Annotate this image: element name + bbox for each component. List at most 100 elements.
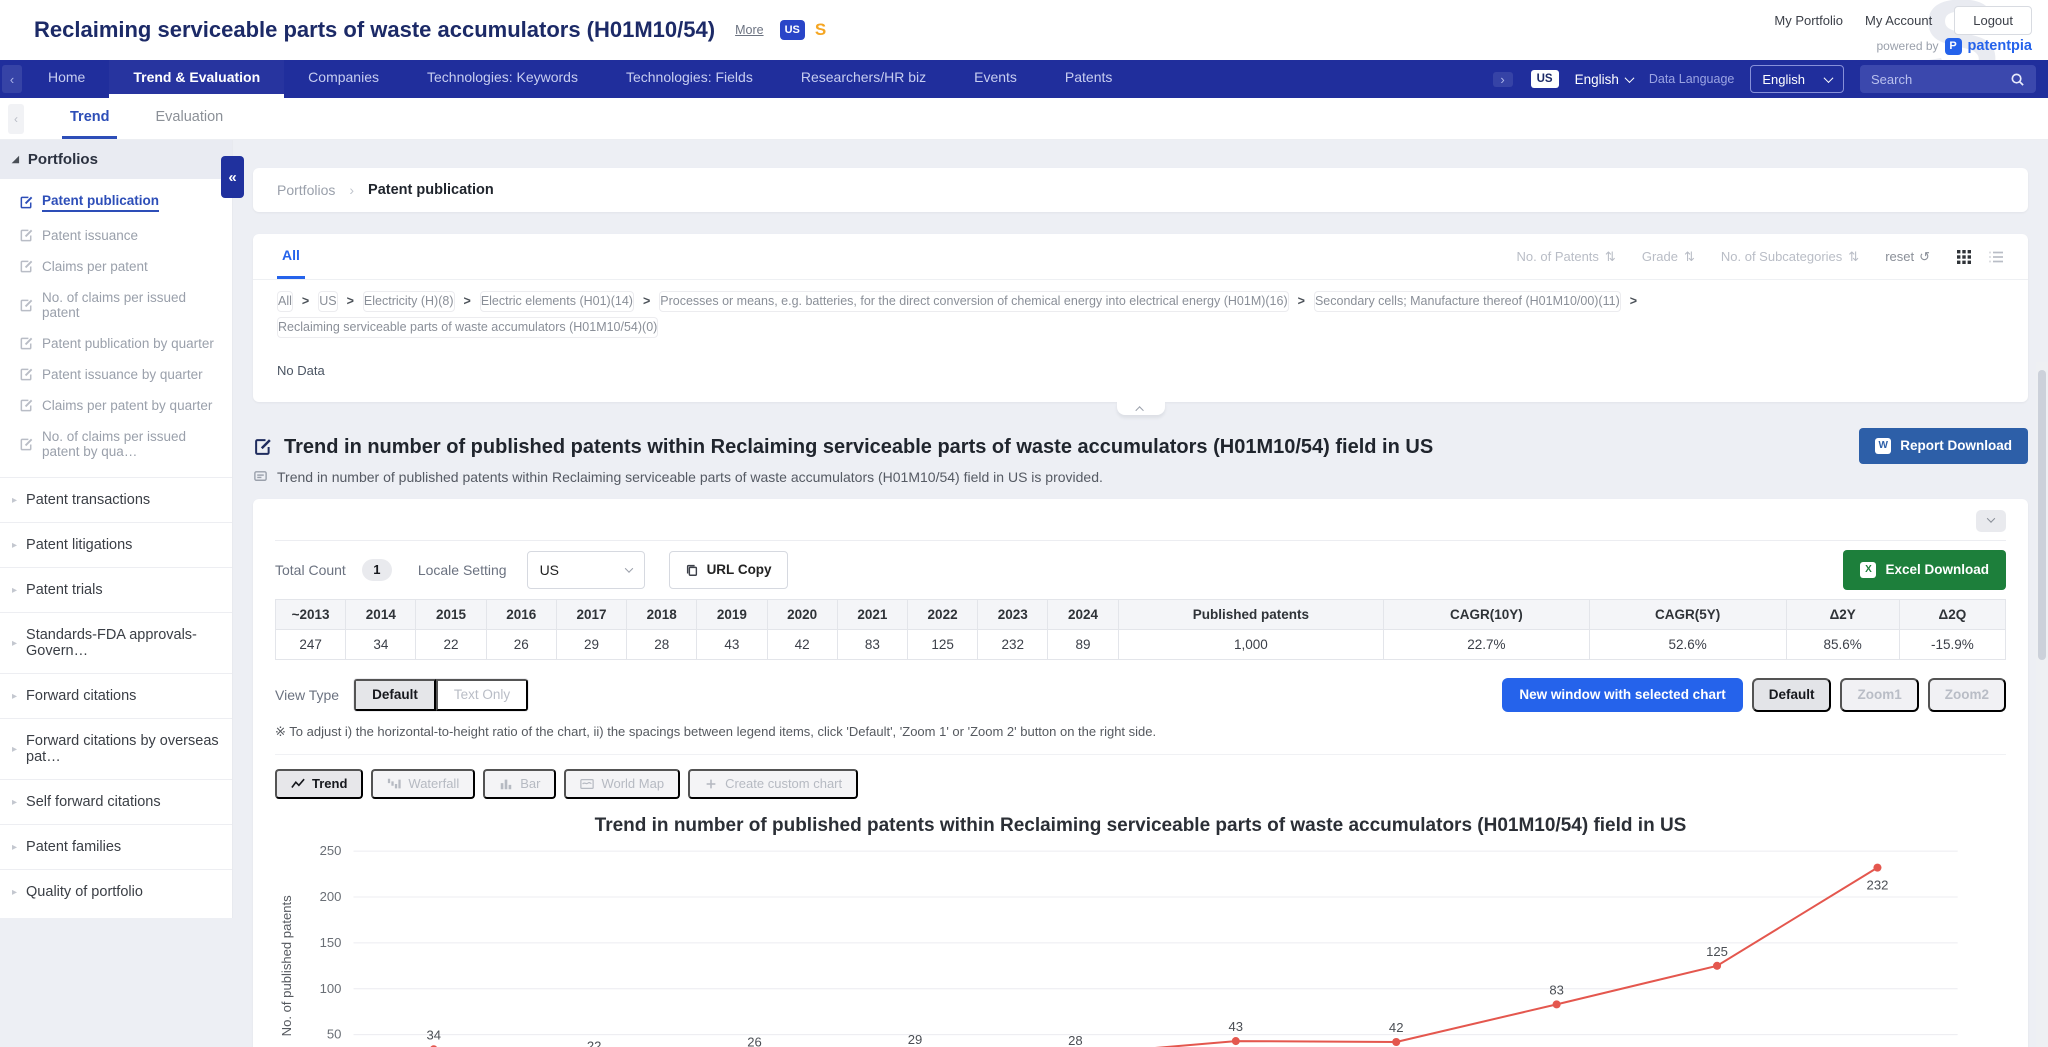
sort-no-of-patents[interactable]: No. of Patents ⇅ [1517,249,1616,265]
view-type-text-only[interactable]: Text Only [435,678,529,711]
path-segment[interactable]: All [277,291,293,312]
tab-evaluation[interactable]: Evaluation [155,109,224,125]
path-separator-icon: > [1629,294,1638,308]
nav-item-patents[interactable]: Patents [1064,69,1113,85]
sidebar-item-claims-per-patent-by-quarter[interactable]: Claims per patent by quarter [0,390,232,421]
path-segment[interactable]: Processes or means, e.g. batteries, for … [659,291,1289,312]
nav-item-companies[interactable]: Companies [308,69,379,85]
nav-item-technologies-fields[interactable]: Technologies: Fields [625,69,753,85]
col-header-published-patents: Published patents [1117,598,1385,630]
sidebar-section-patent-trials[interactable]: ▸ Patent trials [0,567,232,612]
sidebar-section-patent-transactions[interactable]: ▸ Patent transactions [0,477,232,522]
path-segment[interactable]: Electricity (H)(8) [362,291,455,312]
section-subtitle: Trend in number of published patents wit… [277,468,1103,485]
excel-download-button[interactable]: X Excel Download [1843,549,2006,590]
search-icon[interactable] [2010,72,2025,87]
sidebar-item-patent-publication[interactable]: Patent publication [0,185,232,220]
sidebar-section-quality-of-portfolio[interactable]: ▸ Quality of portfolio [0,869,232,914]
data-label: 43 [1229,1019,1244,1034]
chart-tab-world-map[interactable]: World Map [564,768,681,799]
data-point[interactable] [430,1044,438,1047]
url-copy-button[interactable]: URL Copy [668,550,788,589]
category-filter-card: All No. of Patents ⇅ Grade ⇅ No. of Subcateg… [253,234,2028,415]
header-link-my-portfolio[interactable]: My Portfolio [1774,12,1844,28]
sidebar-item-patent-publication-by-quarter[interactable]: Patent publication by quarter [0,328,232,359]
sidebar-section-label: Forward citations [26,688,137,704]
sidebar-collapse-button[interactable]: « [221,156,244,198]
data-point[interactable] [1392,1037,1401,1046]
data-point[interactable] [1873,863,1882,872]
sidebar-item-no-of-claims-per-issued-patent[interactable]: No. of claims per issued patent [0,282,232,328]
sidebar-section-forward-citations-by-overseas-pat[interactable]: ▸ Forward citations by overseas pat… [0,718,232,779]
ui-language-dropdown[interactable]: English [1575,72,1635,87]
sidebar-section-label: Standards-FDA approvals-Govern… [26,627,197,659]
nav-item-technologies-keywords[interactable]: Technologies: Keywords [427,69,578,85]
chart-tab-create-custom-chart[interactable]: Create custom chart [688,768,859,799]
col-header-2022: 2022 [906,598,979,630]
col-header-2y: Δ2Y [1785,598,1900,630]
path-segment[interactable]: Reclaiming serviceable parts of waste ac… [277,316,659,338]
sort-label: No. of Patents [1516,249,1599,264]
sidebar-item-label: Patent publication by quarter [42,336,214,351]
section-subtitle-row: Trend in number of published patents wit… [253,469,2028,485]
nav-item-researchers-hr-biz[interactable]: Researchers/HR biz [800,69,927,85]
view-type-default[interactable]: Default [354,678,436,711]
more-link[interactable]: More [735,23,764,37]
logout-button[interactable]: Logout [1954,5,2032,35]
reset-sort-button[interactable]: reset ↺ [1885,248,1930,265]
sidebar-item-patent-issuance[interactable]: Patent issuance [0,220,232,251]
list-view-icon[interactable] [1988,249,2004,265]
cell-value: 28 [626,628,698,660]
nav-item-home[interactable]: Home [48,69,86,85]
data-language-select[interactable]: English [1750,65,1844,93]
nav-us-pill[interactable]: US [1530,70,1559,88]
size-zoom2[interactable]: Zoom2 [1927,677,2006,712]
path-segment[interactable]: Electric elements (H01)(14) [479,291,634,312]
nav-item-events[interactable]: Events [974,69,1017,85]
page-title: Reclaiming serviceable parts of waste ac… [34,17,716,42]
tab-all[interactable]: All [277,234,305,279]
chart-tab-trend[interactable]: Trend [275,768,364,799]
tab-trend[interactable]: Trend [62,98,118,139]
header-link-my-account[interactable]: My Account [1865,12,1933,28]
data-point[interactable] [1231,1036,1240,1045]
chart-tab-waterfall[interactable]: Waterfall [371,768,476,799]
sidebar-section-patent-litigations[interactable]: ▸ Patent litigations [0,522,232,567]
chart-tab-bar[interactable]: Bar [483,768,557,799]
breadcrumb-current: Patent publication [368,182,494,198]
page-scrollbar[interactable] [2036,362,2048,1047]
size-zoom1[interactable]: Zoom1 [1840,677,1919,712]
sidebar-section-standards-fda-approvals-govern[interactable]: ▸ Standards-FDA approvals-Govern… [0,612,232,673]
path-segment[interactable]: Secondary cells; Manufacture thereof (H0… [1313,291,1621,312]
subtab-scroll-left[interactable]: ‹ [8,103,24,134]
grid-view-icon[interactable] [1956,249,1972,265]
size-default[interactable]: Default [1751,677,1832,712]
portfolio-items: Patent publication Patent issuance Claims … [0,179,232,477]
nav-item-trend-evaluation[interactable]: Trend & Evaluation [109,60,285,98]
breadcrumb-root[interactable]: Portfolios [277,182,336,198]
nav-scroll-right[interactable]: › [1492,71,1513,87]
data-point[interactable] [1552,999,1561,1008]
sidebar-section-portfolios[interactable]: ◢ Portfolios [0,140,232,179]
locale-select[interactable]: US [526,550,645,589]
sidebar-section-forward-citations[interactable]: ▸ Forward citations [0,673,232,718]
cell-value: 52.6% [1588,628,1787,660]
sort-grade[interactable]: Grade ⇅ [1642,249,1695,265]
path-segment[interactable]: US [318,291,338,312]
sidebar-section-patent-families[interactable]: ▸ Patent families [0,824,232,869]
panel-collapse-button[interactable] [1976,509,2006,532]
data-point[interactable] [1713,961,1722,970]
powered-by: powered by P patentpia [1877,37,2032,55]
collapse-card-button[interactable] [1116,400,1165,415]
report-download-button[interactable]: W Report Download [1859,427,2028,464]
nav-scroll-left[interactable]: ‹ [2,65,22,93]
sidebar-item-patent-issuance-by-quarter[interactable]: Patent issuance by quarter [0,359,232,390]
sidebar-item-claims-per-patent[interactable]: Claims per patent [0,251,232,282]
copy-icon [685,563,699,577]
sidebar-item-no-of-claims-per-issued-patent-by-qua[interactable]: No. of claims per issued patent by qua… [0,421,232,467]
sidebar-section-self-forward-citations[interactable]: ▸ Self forward citations [0,779,232,824]
new-window-button[interactable]: New window with selected chart [1502,677,1743,712]
search-input[interactable]: Search [1860,65,2036,93]
scrollbar-thumb[interactable] [2038,370,2046,660]
sort-no-of-subcategories[interactable]: No. of Subcategories ⇅ [1721,249,1859,265]
